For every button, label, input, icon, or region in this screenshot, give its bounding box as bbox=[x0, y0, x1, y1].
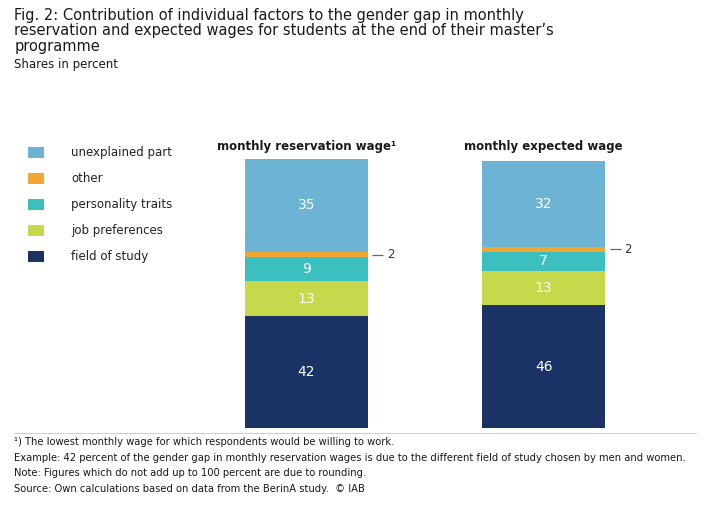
Text: 13: 13 bbox=[297, 292, 315, 306]
Bar bbox=[245, 252, 368, 257]
Text: monthly expected wage: monthly expected wage bbox=[464, 140, 623, 153]
Bar bbox=[482, 305, 605, 428]
Text: Note: Figures which do not add up to 100 percent are due to rounding.: Note: Figures which do not add up to 100… bbox=[14, 468, 366, 478]
Text: 7: 7 bbox=[540, 254, 548, 268]
Text: 46: 46 bbox=[535, 360, 552, 374]
Text: 9: 9 bbox=[302, 263, 311, 276]
Text: programme: programme bbox=[14, 39, 100, 54]
Bar bbox=[482, 252, 605, 271]
Text: 2: 2 bbox=[624, 243, 632, 256]
Text: ¹) The lowest monthly wage for which respondents would be willing to work.: ¹) The lowest monthly wage for which res… bbox=[14, 437, 395, 447]
Text: Shares in percent: Shares in percent bbox=[14, 58, 118, 71]
Bar bbox=[245, 257, 368, 281]
Text: Source: Own calculations based on data from the BerinA study.  © IAB: Source: Own calculations based on data f… bbox=[14, 484, 365, 494]
Text: monthly reservation wage¹: monthly reservation wage¹ bbox=[217, 140, 396, 153]
Bar bbox=[245, 159, 368, 252]
Bar bbox=[245, 316, 368, 428]
Text: Example: 42 percent of the gender gap in monthly reservation wages is due to the: Example: 42 percent of the gender gap in… bbox=[14, 453, 686, 462]
Bar bbox=[482, 271, 605, 305]
Bar bbox=[482, 247, 605, 252]
Text: unexplained part: unexplained part bbox=[71, 146, 172, 159]
Text: job preferences: job preferences bbox=[71, 224, 163, 237]
Text: 2: 2 bbox=[387, 248, 394, 261]
Bar bbox=[482, 161, 605, 247]
Text: field of study: field of study bbox=[71, 250, 148, 263]
Text: personality traits: personality traits bbox=[71, 198, 173, 211]
Text: 32: 32 bbox=[535, 197, 552, 211]
Text: reservation and expected wages for students at the end of their master’s: reservation and expected wages for stude… bbox=[14, 23, 554, 38]
Text: 42: 42 bbox=[297, 365, 315, 379]
Bar bbox=[245, 281, 368, 316]
Text: 13: 13 bbox=[535, 281, 552, 295]
Text: 35: 35 bbox=[297, 198, 315, 212]
Text: Fig. 2: Contribution of individual factors to the gender gap in monthly: Fig. 2: Contribution of individual facto… bbox=[14, 8, 524, 23]
Text: other: other bbox=[71, 172, 103, 185]
